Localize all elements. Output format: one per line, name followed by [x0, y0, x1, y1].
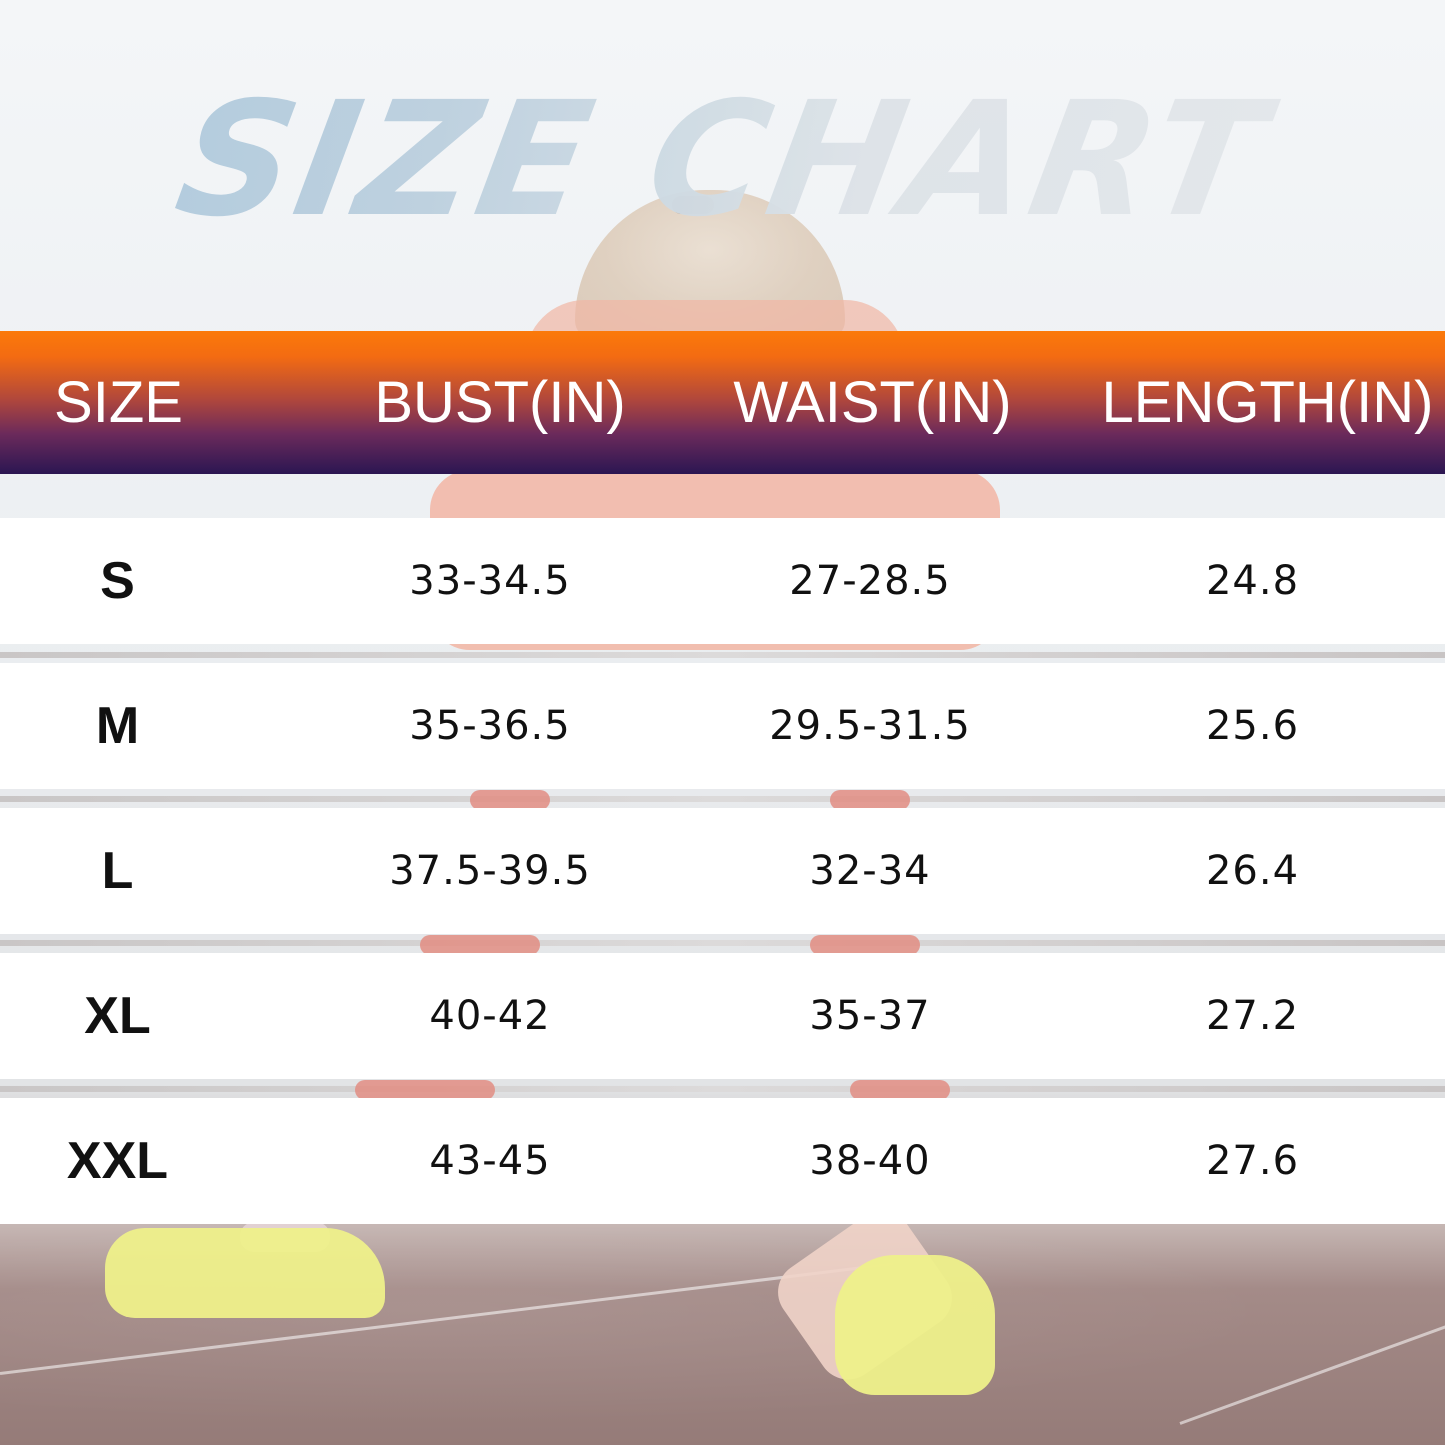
- waist-cell: 29.5-31.5: [769, 703, 971, 749]
- background-leg: [810, 935, 920, 955]
- length-cell: 27.2: [1205, 993, 1300, 1039]
- waist-cell: 38-40: [809, 1138, 931, 1184]
- bust-cell: 37.5-39.5: [389, 848, 591, 894]
- table-row: L 37.5-39.5 32-34 26.4: [0, 808, 1445, 934]
- waist-cell: 35-37: [809, 993, 931, 1039]
- bust-cell: 43-45: [429, 1138, 551, 1184]
- page-title: SIZE CHART: [0, 68, 1445, 252]
- size-cell: S: [100, 552, 135, 610]
- size-cell: M: [95, 697, 140, 755]
- background-hair-tie: [672, 196, 714, 214]
- size-cell: XXL: [66, 1132, 169, 1190]
- bust-cell: 40-42: [429, 993, 551, 1039]
- background-railing: [0, 652, 1445, 658]
- header-bust: BUST(IN): [374, 370, 626, 435]
- background-leg: [830, 790, 910, 810]
- bust-cell: 35-36.5: [409, 703, 571, 749]
- waist-cell: 27-28.5: [789, 558, 951, 604]
- length-cell: 24.8: [1205, 558, 1300, 604]
- table-row: S 33-34.5 27-28.5 24.8: [0, 518, 1445, 644]
- background-lane-line: [1179, 1285, 1445, 1425]
- header-waist: WAIST(IN): [733, 370, 1012, 435]
- background-shoe-left: [105, 1228, 385, 1318]
- size-cell: XL: [84, 987, 151, 1045]
- background-leg: [470, 790, 550, 810]
- waist-cell: 32-34: [809, 848, 931, 894]
- table-row: XL 40-42 35-37 27.2: [0, 953, 1445, 1079]
- length-cell: 26.4: [1205, 848, 1300, 894]
- table-row: XXL 43-45 38-40 27.6: [0, 1098, 1445, 1224]
- background-leg: [420, 935, 540, 955]
- background-railing: [0, 1086, 1445, 1092]
- length-cell: 25.6: [1205, 703, 1300, 749]
- background-railing: [0, 940, 1445, 946]
- bust-cell: 33-34.5: [409, 558, 571, 604]
- background-railing: [0, 796, 1445, 802]
- table-header: SIZE BUST(IN) WAIST(IN) LENGTH(IN): [0, 331, 1445, 474]
- background-shoe-right: [835, 1255, 995, 1395]
- background-leg: [850, 1080, 950, 1100]
- length-cell: 27.6: [1205, 1138, 1300, 1184]
- background-leg: [355, 1080, 495, 1100]
- size-cell: L: [101, 842, 134, 900]
- header-size: SIZE: [54, 370, 183, 435]
- table-row: M 35-36.5 29.5-31.5 25.6: [0, 663, 1445, 789]
- header-length: LENGTH(IN): [1101, 370, 1434, 435]
